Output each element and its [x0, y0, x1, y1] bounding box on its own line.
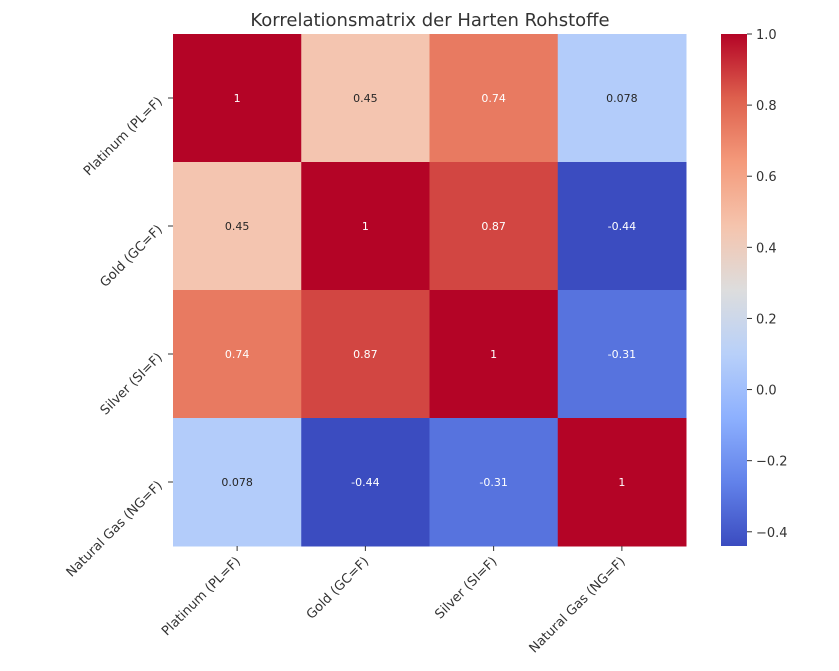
heatmap-cells: 1 0.45 0.74 0.078 0.45 1 0.87 -0.44 0.74 0.87 1 -0.…	[173, 34, 687, 547]
heatmap-cell	[429, 418, 559, 547]
column-label: Natural Gas (NG=F)	[527, 554, 629, 656]
colorbar-tick-label: 1.0	[756, 28, 777, 43]
heatmap-cell	[173, 34, 302, 163]
cell-value-label: 0.87	[481, 220, 506, 233]
cell-value-label: 0.74	[481, 92, 506, 105]
cell-value-label: 0.45	[225, 220, 250, 233]
cell-value-label: 0.078	[606, 92, 638, 105]
row-label: Natural Gas (NG=F)	[64, 478, 166, 580]
cell-value-label: -0.31	[608, 348, 636, 361]
cell-value-label: -0.44	[351, 476, 379, 489]
heatmap-cell	[557, 290, 687, 419]
colorbar-gradient	[721, 34, 747, 546]
cell-value-label: 1	[234, 92, 241, 105]
cell-value-label: 1	[362, 220, 369, 233]
row-label: Gold (GC=F)	[97, 222, 165, 290]
heatmap-cell	[301, 290, 430, 419]
colorbar-ticks: 1.0 0.8 0.6 0.4 0.2 0.0 −0.2 −0.4	[747, 28, 788, 541]
heatmap-cell	[173, 290, 302, 419]
cell-value-label: 1	[490, 348, 497, 361]
colorbar-tick-label: 0.2	[756, 312, 777, 327]
heatmap-cell	[557, 162, 687, 291]
colorbar-tick-label: 0.8	[756, 99, 777, 114]
chart-title: Korrelationsmatrix der Harten Rohstoffe	[250, 10, 609, 31]
heatmap-cell	[301, 162, 430, 291]
cell-value-label: 0.74	[225, 348, 250, 361]
cell-value-label: 0.078	[221, 476, 253, 489]
row-label: Platinum (PL=F)	[81, 94, 166, 179]
heatmap-cell	[557, 34, 687, 163]
column-label: Silver (SI=F)	[432, 554, 500, 622]
row-label: Silver (SI=F)	[98, 350, 166, 418]
colorbar-tick-label: −0.2	[756, 455, 788, 470]
heatmap-cell	[429, 290, 559, 419]
heatmap-cell	[301, 34, 430, 163]
cell-value-label: 0.87	[353, 348, 378, 361]
row-labels: Platinum (PL=F) Gold (GC=F) Silver (SI=F) N…	[64, 94, 173, 580]
cell-value-label: 1	[618, 476, 625, 489]
colorbar-tick-label: 0.0	[756, 384, 777, 399]
column-label: Gold (GC=F)	[304, 554, 372, 622]
heatmap-cell	[301, 418, 430, 547]
cell-value-label: 0.45	[353, 92, 378, 105]
cell-value-label: -0.31	[479, 476, 507, 489]
colorbar: 1.0 0.8 0.6 0.4 0.2 0.0 −0.2 −0.4	[721, 28, 788, 546]
heatmap-cell	[429, 34, 559, 163]
column-labels: Platinum (PL=F) Gold (GC=F) Silver (SI=F) N…	[159, 546, 629, 656]
cell-value-label: -0.44	[608, 220, 636, 233]
colorbar-tick-label: −0.4	[756, 526, 788, 541]
colorbar-tick-label: 0.6	[756, 170, 777, 185]
colorbar-tick-label: 0.4	[756, 241, 777, 256]
heatmap-cell	[173, 418, 302, 547]
column-label: Platinum (PL=F)	[159, 554, 244, 639]
heatmap-cell	[173, 162, 302, 291]
heatmap-cell	[429, 162, 559, 291]
heatmap-cell	[557, 418, 687, 547]
